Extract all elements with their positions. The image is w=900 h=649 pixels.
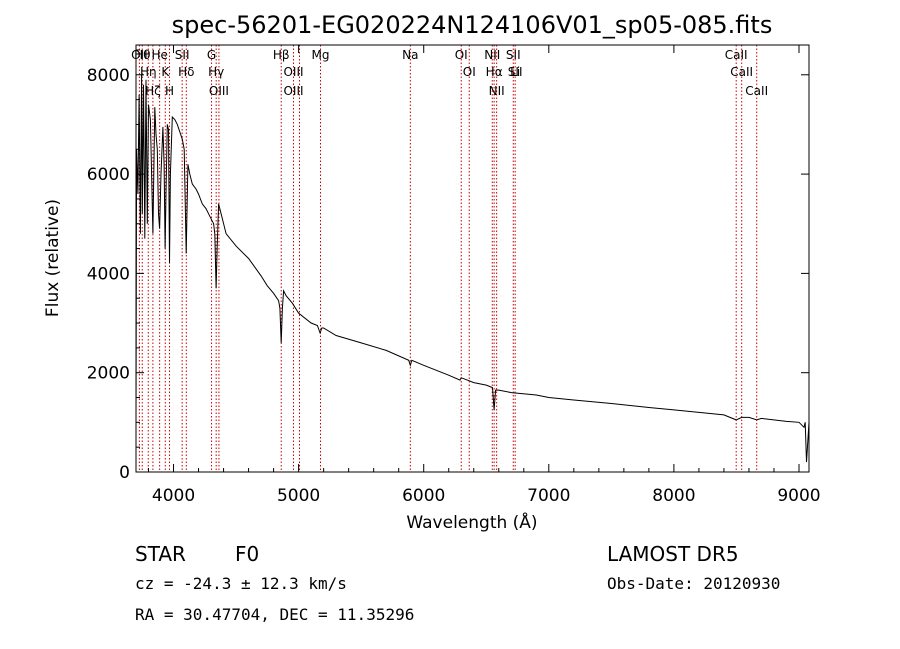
- x-tick-label: 8000: [652, 486, 695, 506]
- obs-date: Obs-Date: 20120930: [607, 574, 780, 593]
- line-marker-label: He: [151, 48, 167, 62]
- coordinates: RA = 30.47704, DEC = 11.35296: [135, 605, 414, 624]
- line-marker-label: G: [207, 48, 216, 62]
- line-marker-label: OIII: [283, 65, 303, 79]
- spectral-line-labels: Hθ Hη Hζ OII He KH SII Hδ G Hγ OIII Hβ OIII OIII Mg Na O…: [131, 48, 768, 98]
- line-marker-label: OII: [131, 48, 148, 62]
- line-marker-label: NII: [484, 48, 500, 62]
- line-marker-label: Mg: [312, 48, 330, 62]
- redshift-cz: cz = -24.3 ± 12.3 km/s: [135, 574, 347, 593]
- x-tick-label: 7000: [527, 486, 570, 506]
- line-marker-label: CaII: [745, 84, 768, 98]
- line-marker-label: Hη: [140, 65, 157, 79]
- line-marker-label: OI: [463, 65, 476, 79]
- line-marker-label: SII: [506, 48, 521, 62]
- line-marker-label: Hβ: [273, 48, 290, 62]
- survey-name: LAMOST DR5: [607, 542, 739, 566]
- y-tick-label: 2000: [87, 364, 130, 384]
- x-axis-label: Wavelength (Å): [406, 511, 537, 533]
- object-class: STAR: [135, 542, 186, 566]
- spectral-line-markers: [138, 45, 758, 472]
- line-marker-label: OIII: [283, 84, 303, 98]
- y-tick-label: 8000: [87, 66, 130, 86]
- y-tick-label: 4000: [87, 264, 130, 284]
- y-axis-ticks: 0 2000 4000 6000 8000: [87, 49, 809, 483]
- x-axis-ticks: 4000 5000 6000 7000 8000 9000: [148, 45, 821, 506]
- line-marker-label: OI: [455, 48, 468, 62]
- x-tick-label: 5000: [277, 486, 320, 506]
- line-marker-label: SII: [508, 65, 523, 79]
- line-marker-label: K: [161, 65, 170, 79]
- y-tick-label: 6000: [87, 165, 130, 185]
- line-marker-label: Hθ: [134, 48, 150, 62]
- line-marker-label: Hα: [486, 65, 503, 79]
- line-marker-label: Hζ: [145, 84, 161, 98]
- line-marker-label: SII: [175, 48, 190, 62]
- line-marker-label: CaII: [725, 48, 748, 62]
- plot-frame: [135, 44, 810, 473]
- x-tick-label: 9000: [777, 486, 820, 506]
- line-marker-label: Na: [402, 48, 418, 62]
- x-tick-label: 6000: [402, 486, 445, 506]
- line-marker-label: Li: [510, 65, 520, 79]
- line-marker-label: Hγ: [208, 65, 224, 79]
- line-marker-label: NII: [489, 84, 505, 98]
- line-marker-label: OIII: [209, 84, 229, 98]
- chart-title: spec-56201-EG020224N124106V01_sp05-085.f…: [172, 11, 773, 39]
- line-marker-label: Hδ: [178, 65, 194, 79]
- y-axis-label: Flux (relative): [43, 199, 63, 317]
- spectrum-line: [135, 74, 810, 463]
- x-tick-label: 4000: [152, 486, 195, 506]
- y-tick-label: 0: [119, 463, 130, 483]
- line-marker-label: H: [165, 84, 174, 98]
- object-subclass: F0: [235, 542, 259, 566]
- line-marker-label: CaII: [730, 65, 753, 79]
